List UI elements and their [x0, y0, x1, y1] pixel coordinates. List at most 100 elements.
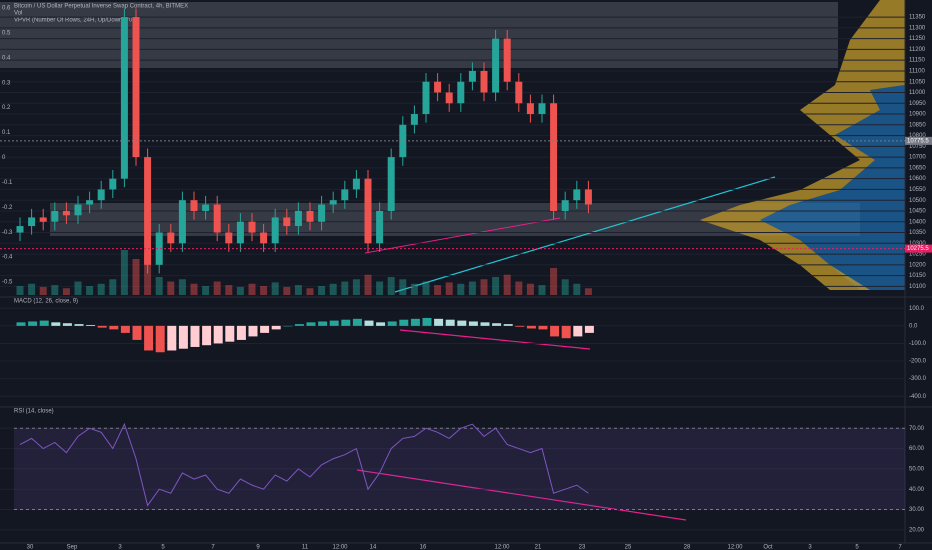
volume-bar	[538, 285, 546, 295]
volume-bar	[74, 281, 82, 295]
candle-body	[503, 38, 511, 82]
chart-title: Bitcoin / US Dollar Perpetual Inverse Sw…	[14, 4, 188, 10]
histogram-bar	[39, 320, 49, 326]
volume-bar	[329, 283, 337, 295]
x-tick-label: 5	[855, 545, 859, 550]
volume-bar	[51, 285, 59, 295]
histogram-bar	[202, 325, 212, 346]
divergence-line	[364, 217, 561, 254]
y-tick-label: 10150	[909, 273, 926, 279]
candle-body	[538, 103, 546, 115]
histogram-bar	[190, 325, 200, 347]
histogram-bar	[526, 325, 536, 329]
volume-bar	[434, 285, 442, 295]
candle-body	[434, 81, 442, 93]
rsi-title: RSI (14, close)	[14, 409, 54, 415]
y-tick-label: 10900	[909, 112, 926, 118]
candle-body	[492, 38, 500, 93]
volume-bar	[178, 279, 186, 295]
volume-bar	[167, 281, 175, 295]
histogram-bar	[109, 325, 119, 330]
candle-body	[248, 221, 256, 233]
volume-bar	[120, 250, 128, 295]
y-tick-label: -300.0	[909, 376, 927, 382]
histogram-bar	[236, 325, 246, 340]
candle-body	[260, 232, 268, 244]
y-tick-label: -100.0	[909, 341, 927, 347]
candle-body	[178, 200, 186, 244]
candle-body	[387, 157, 395, 211]
y-tick-label: 10600	[909, 176, 926, 182]
volume-bar	[445, 282, 453, 295]
left-tick-label: -0.1	[2, 180, 13, 186]
x-tick-label: Sep	[67, 545, 78, 550]
volume-bar	[526, 283, 534, 295]
candle-body	[283, 217, 291, 227]
histogram-bar	[422, 317, 432, 326]
candle-body	[144, 157, 152, 265]
y-tick-label: 11200	[909, 47, 926, 53]
histogram-bar	[329, 320, 339, 326]
x-tick-label: 16	[420, 545, 427, 550]
histogram-bar	[144, 325, 154, 351]
left-tick-label: 0.6	[2, 6, 11, 12]
histogram-bar	[410, 318, 420, 326]
x-tick-label: Oct	[763, 545, 773, 550]
left-tick-label: -0.5	[2, 280, 13, 286]
histogram-bar	[399, 319, 409, 326]
macd-divergence-line	[399, 329, 591, 350]
candle-body	[306, 210, 314, 222]
volume-bar	[399, 279, 407, 295]
candle-body	[318, 204, 326, 222]
histogram-bar	[28, 321, 38, 326]
volume-bar	[480, 279, 488, 295]
y-tick-label: 11100	[909, 69, 925, 75]
histogram-bar	[260, 325, 270, 333]
y-tick-label: 40.00	[909, 487, 925, 493]
candle-body	[132, 17, 140, 158]
x-tick-label: 30	[27, 545, 34, 550]
candle-body	[190, 200, 198, 211]
candle-body	[480, 70, 488, 93]
histogram-bar	[213, 325, 223, 344]
histogram-bar	[434, 318, 444, 326]
y-tick-label: 11000	[909, 90, 926, 96]
macd-title: MACD (12, 26, close, 9)	[14, 299, 78, 305]
x-tick-label: 28	[684, 545, 691, 550]
candle-body	[584, 189, 592, 205]
candle-body	[445, 92, 453, 104]
y-tick-label: 20.00	[909, 527, 925, 533]
volume-bar	[39, 286, 47, 295]
rsi-band	[14, 428, 905, 510]
y-tick-label: 60.00	[909, 446, 925, 452]
volume-bar	[62, 288, 70, 295]
histogram-bar	[341, 319, 351, 326]
y-tick-label: 100.0	[909, 306, 925, 312]
candle-body	[376, 210, 384, 244]
x-tick-label: 14	[370, 545, 377, 550]
histogram-bar	[515, 325, 525, 327]
histogram-bar	[283, 325, 293, 327]
volume-bar	[109, 279, 117, 295]
volume-bar	[550, 268, 558, 295]
volume-bar	[190, 283, 198, 295]
candle-body	[213, 204, 221, 233]
rsi-line	[19, 422, 589, 507]
volume-bar	[573, 283, 581, 295]
histogram-bar	[445, 319, 455, 326]
y-tick-label: 50.00	[909, 466, 925, 472]
histogram-bar	[16, 322, 26, 326]
y-tick-label: 10750	[909, 144, 926, 150]
volume-bar	[457, 283, 465, 295]
volume-bar	[271, 282, 279, 295]
y-tick-label: 10650	[909, 165, 926, 171]
left-tick-label: -0.2	[2, 205, 13, 211]
y-tick-label: 11250	[909, 36, 926, 42]
volume-profile-down	[700, 0, 905, 290]
candle-body	[225, 232, 233, 244]
y-tick-label: 10450	[909, 209, 926, 215]
volume-bar	[468, 281, 476, 295]
candle-body	[468, 70, 476, 82]
